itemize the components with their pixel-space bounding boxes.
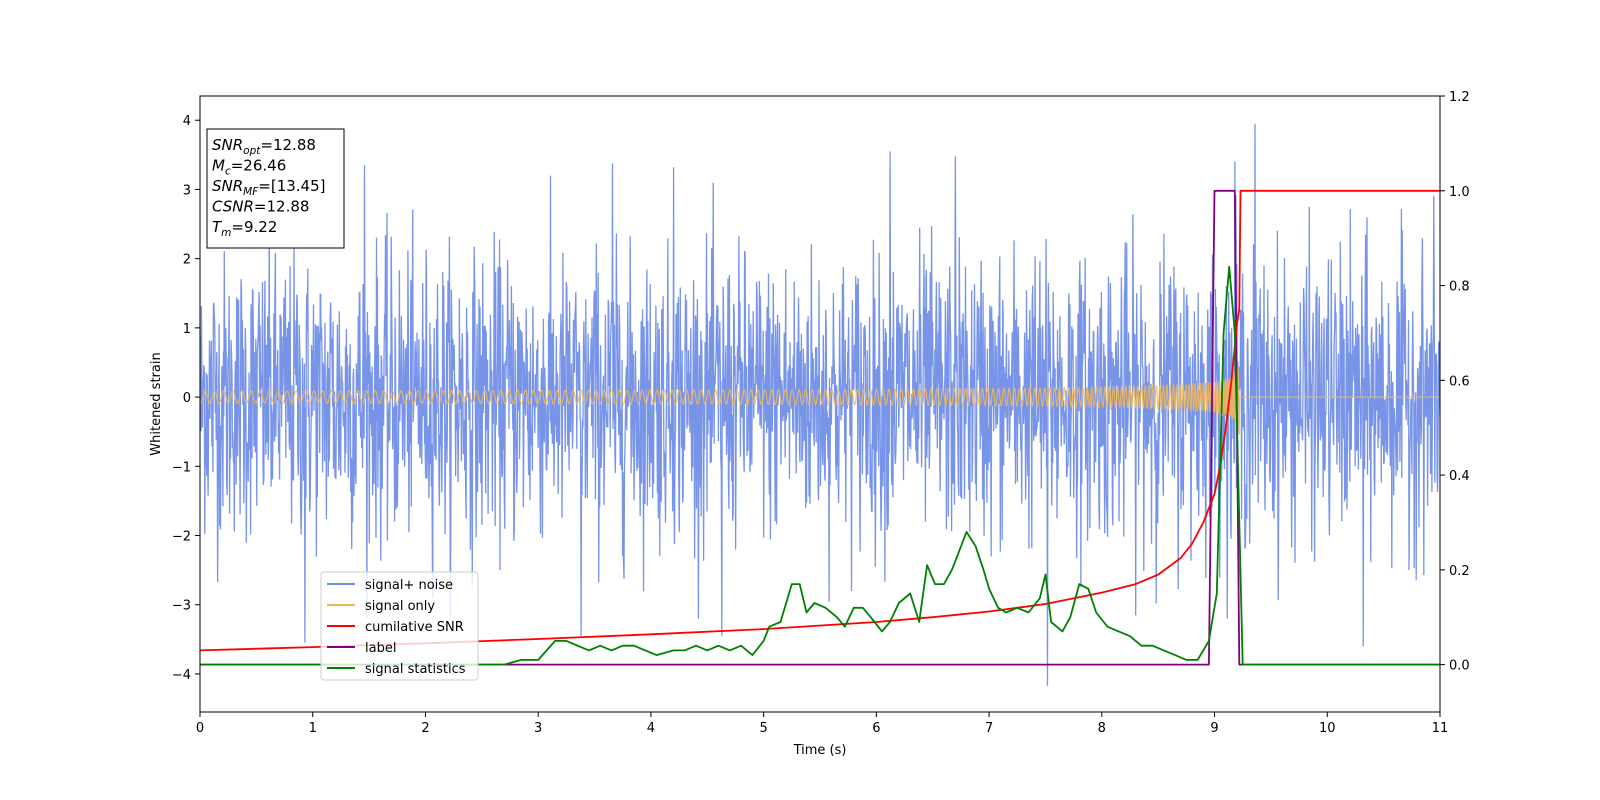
y2-tick-label: 1.2 xyxy=(1449,90,1470,105)
axes-frame xyxy=(199,95,1441,713)
y-tick-label: −1 xyxy=(172,460,191,475)
x-tick-label: 4 xyxy=(647,721,655,736)
x-tick-label: 5 xyxy=(759,721,767,736)
stats-textbox: SNRopt=12.88Mc=26.46SNRMF=[13.45]CSNR=12… xyxy=(206,128,345,249)
y-tick-label: −3 xyxy=(172,599,191,614)
x-axis: 0 1 2 3 4 5 6 7 8 9 10 11 xyxy=(196,712,1448,736)
y-axis-label: Whitened strain xyxy=(149,352,164,455)
textbox-line: Tm=9.22 xyxy=(212,218,277,239)
legend-label: signal only xyxy=(365,599,435,614)
legend-label: signal statistics xyxy=(365,662,466,677)
y-tick-label: 4 xyxy=(183,114,191,129)
legend-frame xyxy=(320,571,479,681)
legend-label: label xyxy=(365,641,396,656)
x-tick-label: 10 xyxy=(1319,721,1336,736)
y2-tick-label: 1.0 xyxy=(1449,185,1470,200)
legend-label: signal+ noise xyxy=(365,578,453,593)
x-tick-label: 2 xyxy=(421,721,429,736)
textbox-line: Mc=26.46 xyxy=(212,157,286,178)
x-tick-label: 6 xyxy=(872,721,880,736)
legend: signal+ noise signal only cumilative SNR la… xyxy=(320,571,479,681)
y2-tick-label: 0.2 xyxy=(1449,564,1470,579)
y2-tick-label: 0.6 xyxy=(1449,374,1470,389)
x-tick-label: 3 xyxy=(534,721,542,736)
x-tick-label: 9 xyxy=(1210,721,1218,736)
y-tick-label: 3 xyxy=(183,183,191,198)
plot-area xyxy=(200,123,1440,686)
textbox-line: SNRMF=[13.45] xyxy=(212,177,326,198)
y-axis-right: 0.0 0.2 0.4 0.6 0.8 1.0 1.2 xyxy=(1440,90,1470,674)
y2-tick-label: 0.4 xyxy=(1449,469,1470,484)
x-tick-label: 0 xyxy=(196,721,204,736)
series-line-signal-statistics xyxy=(200,265,1440,666)
series-line-cumilative-snr xyxy=(200,189,1440,652)
y-tick-label: 1 xyxy=(183,322,191,337)
x-tick-label: 8 xyxy=(1098,721,1106,736)
y-tick-label: −4 xyxy=(172,668,191,683)
series-line-signal-only xyxy=(200,366,1440,435)
textbox-line: CSNR=12.88 xyxy=(212,198,309,216)
y2-tick-label: 0.0 xyxy=(1449,659,1470,674)
x-tick-label: 11 xyxy=(1432,721,1449,736)
y-tick-label: −2 xyxy=(172,530,191,545)
x-axis-label: Time (s) xyxy=(793,743,847,758)
y-tick-label: 2 xyxy=(183,253,191,268)
y-tick-label: 0 xyxy=(183,391,191,406)
y2-tick-label: 0.8 xyxy=(1449,280,1470,295)
x-tick-label: 1 xyxy=(309,721,317,736)
x-tick-label: 7 xyxy=(985,721,993,736)
textbox-line: SNRopt=12.88 xyxy=(212,136,316,157)
textbox-frame xyxy=(206,128,345,249)
y-axis-left: −4 −3 −2 −1 0 1 2 3 4 xyxy=(172,114,200,683)
legend-label: cumilative SNR xyxy=(365,620,464,635)
